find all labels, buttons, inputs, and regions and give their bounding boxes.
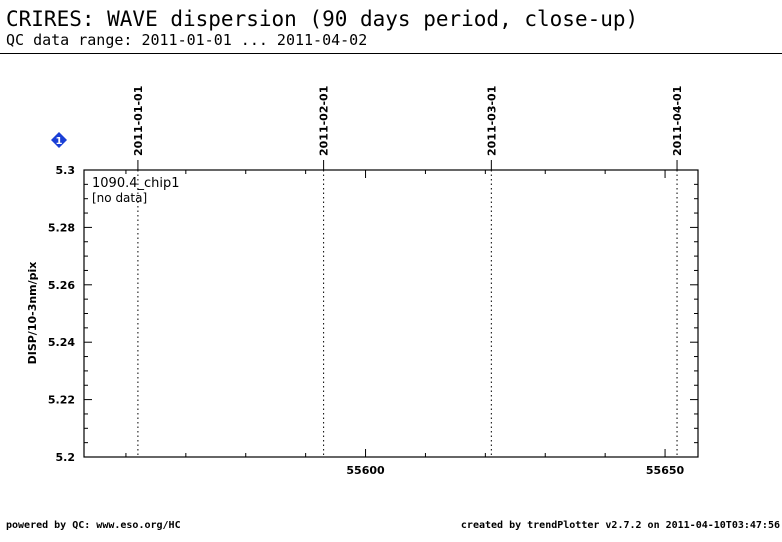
footer-powered-by: powered by QC: www.eso.org/HC xyxy=(6,520,181,531)
y-axis-label: DISP/10-3nm/pix xyxy=(26,262,39,365)
marker-label: 1 xyxy=(56,136,63,147)
no-data-label: [no data] xyxy=(92,191,147,205)
panel-label: 1090.4_chip1 xyxy=(92,176,180,191)
y-tick-label: 5.28 xyxy=(48,221,75,234)
header-divider xyxy=(0,53,782,54)
x-tick-label: 55600 xyxy=(346,464,385,477)
axis-ticks-group: 5.2 5.22 5.24 5.26 5.28 5.3 55600 55650 xyxy=(48,164,698,477)
date-label: 2011-03-01 xyxy=(485,86,498,156)
y-tick-label: 5.3 xyxy=(56,164,76,177)
x-tick-label: 55650 xyxy=(646,464,685,477)
footer-created-by: created by trendPlotter v2.7.2 on 2011-0… xyxy=(460,520,780,531)
y-tick-label: 5.22 xyxy=(48,394,75,407)
date-label: 2011-02-01 xyxy=(318,86,331,156)
date-label: 2011-04-01 xyxy=(671,86,684,156)
date-lines-group: 2011-01-01 2011-02-01 2011-03-01 2011-04-01 xyxy=(132,86,684,457)
chart-title: CRIRES: WAVE dispersion (90 days period,… xyxy=(6,7,639,31)
y-tick-label: 5.26 xyxy=(48,279,75,292)
qc-data-range: QC data range: 2011-01-01 ... 2011-04-02 xyxy=(6,31,368,49)
diamond-marker-icon xyxy=(51,132,67,148)
marker-1[interactable]: 1 xyxy=(51,132,67,148)
plot-frame xyxy=(83,169,699,458)
date-label: 2011-01-01 xyxy=(132,86,145,156)
y-tick-label: 5.24 xyxy=(48,336,75,349)
y-tick-label: 5.2 xyxy=(56,451,76,464)
